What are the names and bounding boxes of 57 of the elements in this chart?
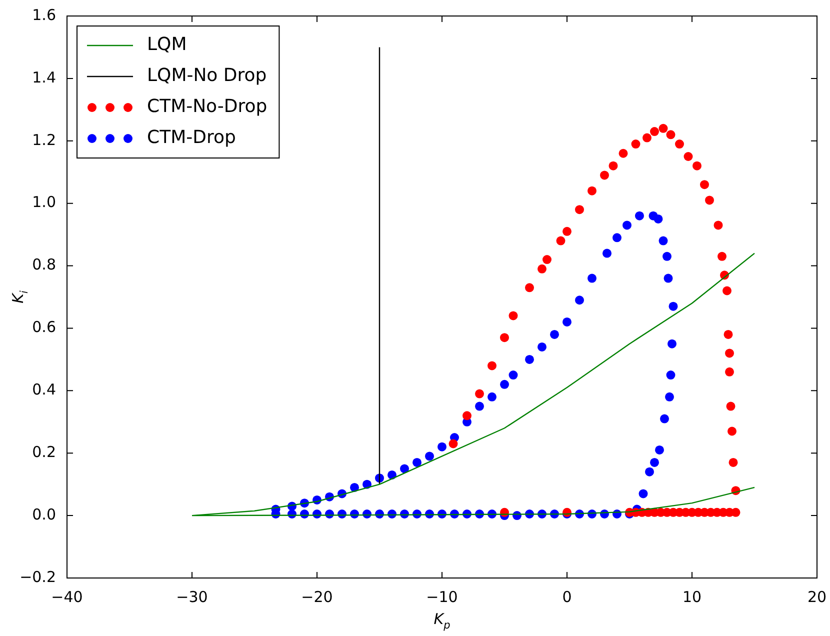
- point: [718, 252, 726, 261]
- y-tick-label: 1.4: [32, 68, 56, 86]
- x-tick-label: −40: [51, 588, 83, 606]
- point: [692, 161, 702, 170]
- point: [642, 133, 652, 142]
- y-tick-label: 0.6: [32, 318, 56, 336]
- point: [525, 283, 534, 292]
- point: [675, 140, 684, 149]
- point: [600, 170, 609, 180]
- point: [500, 333, 509, 342]
- point: [462, 411, 472, 420]
- y-tick-label: 0.8: [32, 256, 56, 274]
- legend-label: LQM: [147, 34, 187, 56]
- point: [575, 205, 584, 214]
- point: [728, 458, 738, 467]
- point: [562, 226, 572, 236]
- y-tick-label: 1.6: [32, 6, 56, 24]
- point: [488, 361, 496, 370]
- point: [728, 426, 736, 436]
- x-tick-label: −10: [426, 588, 458, 606]
- point: [705, 196, 714, 205]
- point: [684, 152, 693, 161]
- x-tick-label: −30: [176, 588, 208, 606]
- point: [508, 311, 518, 320]
- point: [725, 367, 734, 376]
- y-tick-label: 0.0: [32, 505, 56, 524]
- point: [726, 402, 736, 411]
- point: [724, 330, 733, 339]
- legend-label: CTM-No-Drop: [147, 96, 268, 118]
- point: [542, 255, 552, 264]
- point: [608, 161, 618, 170]
- legend-label: LQM-No Drop: [147, 65, 267, 86]
- y-tick-label: 0.2: [32, 443, 56, 461]
- y-tick-label: −0.2: [20, 568, 56, 586]
- y-tick-label: 1.0: [32, 193, 56, 212]
- legend-label: CTM-Drop: [147, 127, 236, 148]
- x-tick-label: 20: [807, 588, 827, 606]
- point: [722, 286, 732, 296]
- point: [700, 180, 709, 190]
- point: [631, 140, 640, 149]
- y-tick-label: 1.2: [32, 130, 56, 149]
- x-tick-label: −20: [301, 588, 333, 606]
- point: [556, 236, 566, 246]
- point: [475, 389, 484, 398]
- point: [618, 148, 628, 158]
- point: [666, 130, 676, 140]
- point: [658, 124, 668, 133]
- point: [650, 127, 659, 136]
- point: [588, 186, 596, 196]
- point: [448, 439, 458, 448]
- x-tick-label: 10: [682, 588, 702, 606]
- point: [725, 348, 734, 358]
- y-tick-label: 0.4: [32, 380, 56, 399]
- point: [538, 264, 546, 274]
- point: [714, 220, 723, 230]
- x-tick-label: 0: [562, 588, 572, 606]
- y-axis-title: Ki: [9, 290, 30, 304]
